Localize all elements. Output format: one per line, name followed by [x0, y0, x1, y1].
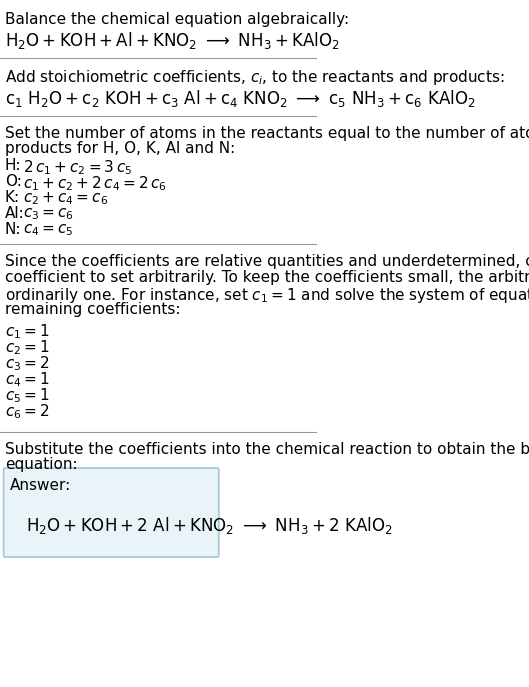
Text: remaining coefficients:: remaining coefficients: — [5, 302, 180, 317]
Text: $c_1 = 1$: $c_1 = 1$ — [5, 322, 49, 341]
Text: $c_2 = 1$: $c_2 = 1$ — [5, 338, 49, 357]
Text: Al:: Al: — [5, 206, 24, 221]
Text: Set the number of atoms in the reactants equal to the number of atoms in the: Set the number of atoms in the reactants… — [5, 126, 529, 141]
Text: $c_4 = 1$: $c_4 = 1$ — [5, 370, 49, 389]
Text: $c_6 = 2$: $c_6 = 2$ — [5, 402, 49, 420]
Text: equation:: equation: — [5, 457, 77, 472]
Text: $c_3 = c_6$: $c_3 = c_6$ — [23, 206, 74, 222]
Text: K:: K: — [5, 190, 20, 205]
Text: $2\,c_1 + c_2 = 3\,c_5$: $2\,c_1 + c_2 = 3\,c_5$ — [23, 158, 132, 177]
Text: $c_5 = 1$: $c_5 = 1$ — [5, 386, 49, 405]
Text: H:: H: — [5, 158, 21, 173]
Text: $\mathrm{H_2O + KOH + Al + KNO_2 \ \longrightarrow \ NH_3 + KAlO_2}$: $\mathrm{H_2O + KOH + Al + KNO_2 \ \long… — [5, 30, 340, 51]
Text: products for H, O, K, Al and N:: products for H, O, K, Al and N: — [5, 141, 235, 156]
Text: Substitute the coefficients into the chemical reaction to obtain the balanced: Substitute the coefficients into the che… — [5, 442, 529, 457]
Text: O:: O: — [5, 174, 22, 189]
Text: $c_2 + c_4 = c_6$: $c_2 + c_4 = c_6$ — [23, 190, 108, 207]
Text: Balance the chemical equation algebraically:: Balance the chemical equation algebraica… — [5, 12, 349, 27]
Text: Answer:: Answer: — [10, 478, 71, 493]
Text: $c_1 + c_2 + 2\,c_4 = 2\,c_6$: $c_1 + c_2 + 2\,c_4 = 2\,c_6$ — [23, 174, 167, 192]
Text: $c_3 = 2$: $c_3 = 2$ — [5, 354, 49, 373]
Text: ordinarily one. For instance, set $c_1 = 1$ and solve the system of equations fo: ordinarily one. For instance, set $c_1 =… — [5, 286, 529, 305]
Text: Add stoichiometric coefficients, $c_i$, to the reactants and products:: Add stoichiometric coefficients, $c_i$, … — [5, 68, 504, 87]
FancyBboxPatch shape — [4, 468, 219, 557]
Text: Since the coefficients are relative quantities and underdetermined, choose a: Since the coefficients are relative quan… — [5, 254, 529, 269]
Text: $c_4 = c_5$: $c_4 = c_5$ — [23, 222, 73, 238]
Text: coefficient to set arbitrarily. To keep the coefficients small, the arbitrary va: coefficient to set arbitrarily. To keep … — [5, 270, 529, 285]
Text: $\mathrm{H_2O + KOH + 2\ Al + KNO_2 \ \longrightarrow \ NH_3 + 2\ KAlO_2}$: $\mathrm{H_2O + KOH + 2\ Al + KNO_2 \ \l… — [26, 515, 393, 536]
Text: $\mathrm{c_1\ H_2O + c_2\ KOH + c_3\ Al + c_4\ KNO_2 \ \longrightarrow \ c_5\ NH: $\mathrm{c_1\ H_2O + c_2\ KOH + c_3\ Al … — [5, 88, 476, 109]
Text: N:: N: — [5, 222, 21, 237]
